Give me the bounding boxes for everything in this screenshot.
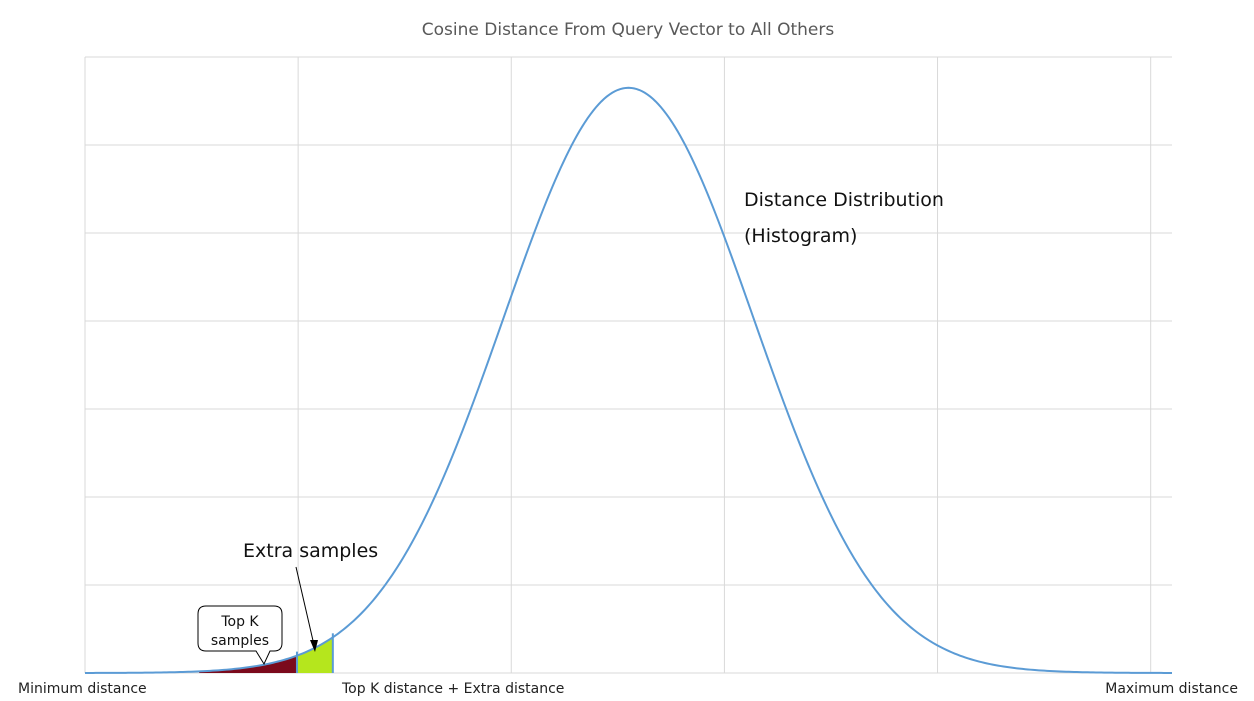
annotations: Cosine Distance From Query Vector to All… bbox=[18, 20, 1238, 697]
curve-layer bbox=[85, 86, 1172, 674]
x-tick-label-max: Maximum distance bbox=[1105, 681, 1238, 697]
distribution-annotation-line2: (Histogram) bbox=[744, 225, 857, 247]
chart-title: Cosine Distance From Query Vector to All… bbox=[422, 20, 835, 40]
distance-distribution-curve bbox=[85, 86, 1172, 674]
extra-samples-region bbox=[296, 637, 333, 673]
x-tick-label-topk-extra: Top K distance + Extra distance bbox=[341, 681, 564, 697]
x-tick-label-min: Minimum distance bbox=[18, 681, 147, 697]
topk-callout-box bbox=[197, 605, 283, 666]
grid bbox=[84, 56, 1172, 674]
extra-samples-annotation: Extra samples bbox=[243, 540, 378, 562]
topk-callout-line2: samples bbox=[211, 633, 269, 649]
topk-callout-line1: Top K bbox=[220, 614, 259, 630]
top-k-samples-region bbox=[199, 655, 297, 673]
distribution-annotation-line1: Distance Distribution bbox=[744, 189, 944, 211]
extra-samples-pointer bbox=[295, 566, 315, 646]
extra-samples-pointer-head bbox=[310, 640, 318, 652]
